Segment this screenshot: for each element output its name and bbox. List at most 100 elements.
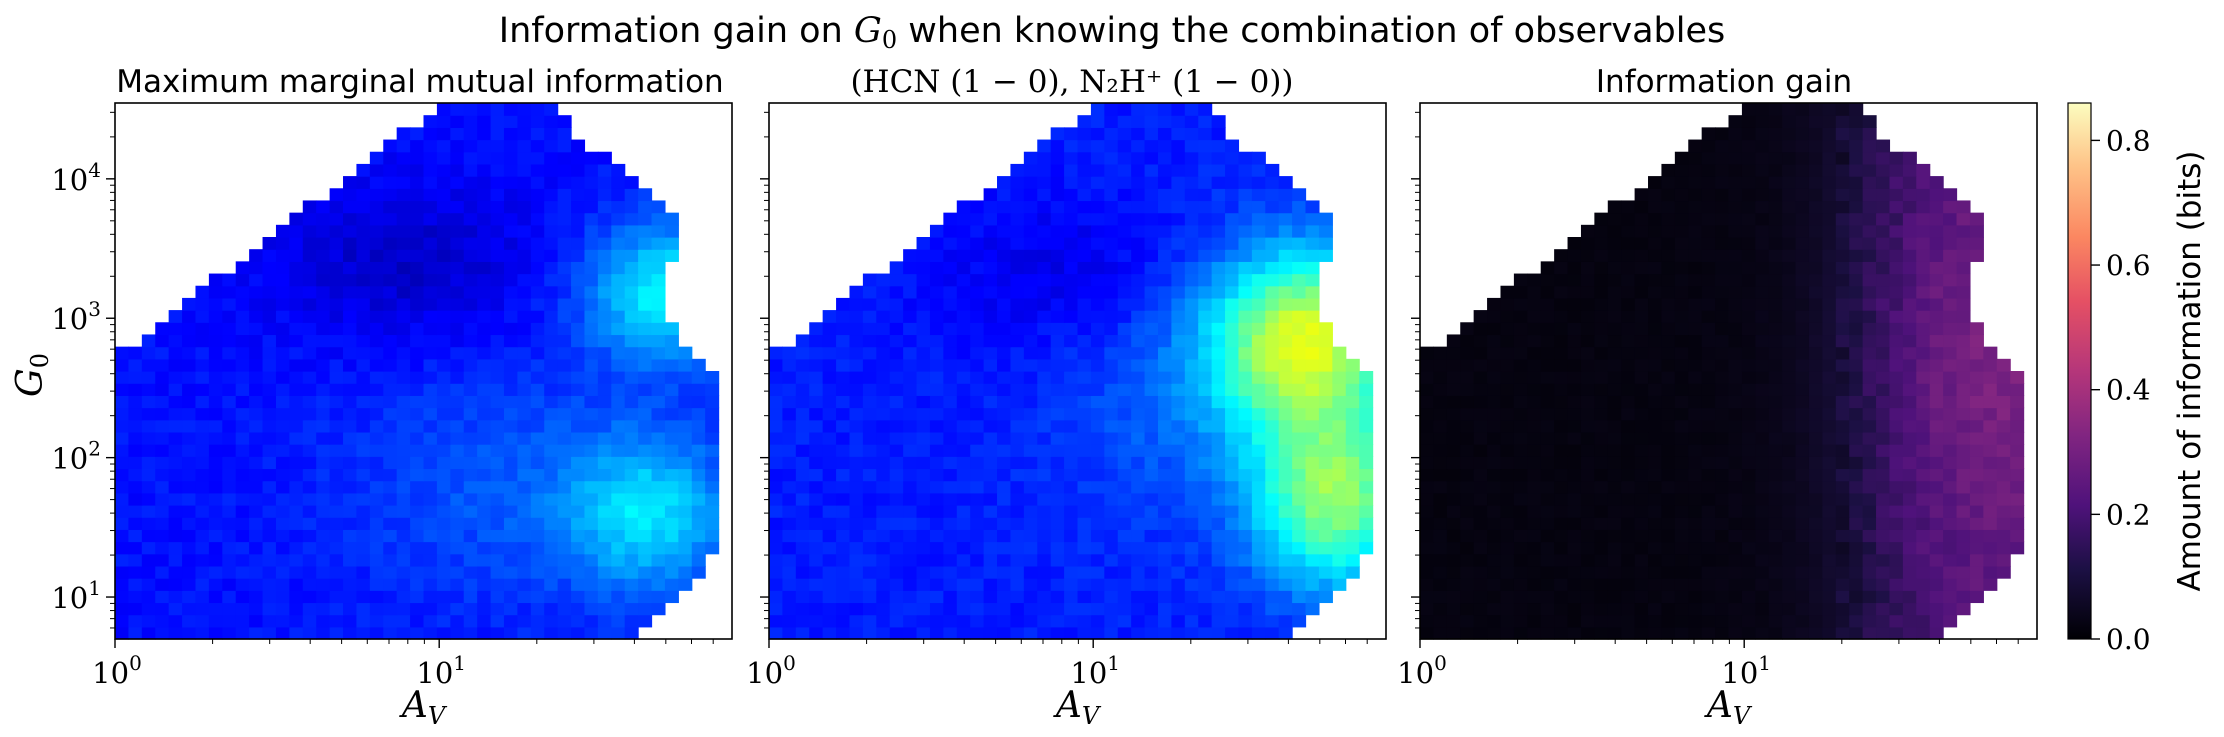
heatmap-cell [1768, 565, 1783, 579]
heatmap-cell [1768, 602, 1783, 616]
heatmap-cell [1117, 115, 1132, 128]
heatmap-cell [1487, 383, 1502, 396]
heatmap-cell [517, 456, 532, 470]
heatmap-cell [638, 529, 653, 543]
heatmap-cell [1902, 212, 1917, 226]
heatmap-cell [490, 431, 505, 445]
heatmap-cell [1996, 431, 2011, 445]
heatmap-cell [1822, 212, 1837, 226]
heatmap-cell [849, 322, 864, 336]
heatmap-cell [1420, 578, 1435, 591]
heatmap-cell [262, 334, 277, 348]
heatmap-cell [423, 346, 438, 360]
heatmap-cell [1305, 444, 1320, 457]
heatmap-cell [396, 346, 411, 360]
heatmap-cell [1876, 626, 1891, 640]
heatmap-cell [1876, 468, 1891, 482]
heatmap-cell [1345, 565, 1360, 579]
heatmap-cell [1835, 383, 1850, 396]
heatmap-cell [1420, 553, 1435, 567]
heatmap-cell [638, 212, 653, 226]
heatmap-cell [889, 383, 904, 396]
heatmap-cell [769, 626, 784, 640]
heatmap-cell [1318, 541, 1333, 555]
heatmap-cell [822, 456, 837, 470]
heatmap-cell [769, 505, 784, 518]
heatmap-cell [1144, 285, 1159, 299]
heatmap-cell [436, 407, 451, 421]
heatmap-cell [208, 419, 223, 433]
heatmap-cell [396, 139, 411, 153]
heatmap-cell [208, 480, 223, 494]
heatmap-cell [1876, 553, 1891, 567]
heatmap-cell [1527, 529, 1542, 543]
heatmap-cell [1292, 358, 1307, 372]
heatmap-cell [1198, 273, 1213, 287]
heatmap-cell [168, 334, 183, 348]
heatmap-cell [235, 285, 250, 299]
heatmap-cell [1010, 200, 1025, 214]
heatmap-cell [1292, 419, 1307, 433]
heatmap-cell [1607, 261, 1622, 275]
heatmap-cell [1487, 517, 1502, 530]
heatmap-cell [849, 297, 864, 311]
heatmap-cell [1023, 541, 1038, 555]
heatmap-cell [1621, 553, 1636, 567]
heatmap-cell [168, 541, 183, 555]
heatmap-cell [262, 492, 277, 506]
heatmap-cell [1969, 468, 1984, 482]
heatmap-cell [782, 383, 797, 396]
heatmap-cell [195, 297, 210, 311]
heatmap-cell [490, 127, 505, 141]
heatmap-cell [1104, 212, 1119, 226]
heatmap-cell [1278, 431, 1293, 445]
heatmap-cell [1064, 419, 1079, 433]
heatmap-cell [369, 151, 384, 165]
heatmap-cell [168, 614, 183, 628]
heatmap-cell [235, 529, 250, 543]
heatmap-cell [1144, 200, 1159, 214]
heatmap-cell [1648, 529, 1663, 543]
heatmap-cell [503, 176, 518, 189]
heatmap-cell [1674, 517, 1689, 530]
heatmap-cell [503, 456, 518, 470]
heatmap-cell [943, 553, 958, 567]
heatmap-cell [876, 505, 891, 518]
heatmap-cell [503, 407, 518, 421]
heatmap-cell [1513, 383, 1528, 396]
heatmap-cell [1050, 297, 1065, 311]
heatmap-cell [1292, 346, 1307, 360]
heatmap-cell [1157, 139, 1172, 153]
heatmap-cell [1674, 358, 1689, 372]
heatmap-cell [1621, 261, 1636, 275]
heatmap-cell [903, 261, 918, 275]
heatmap-cell [1104, 103, 1119, 116]
heatmap-cell [155, 517, 170, 530]
heatmap-cell [1184, 431, 1199, 445]
heatmap-cell [1460, 456, 1475, 470]
heatmap-cell [970, 626, 985, 640]
heatmap-cell [1594, 626, 1609, 640]
heatmap-cell [1862, 285, 1877, 299]
heatmap-cell [1902, 261, 1917, 275]
heatmap-cell [249, 590, 264, 604]
heatmap-cell [396, 407, 411, 421]
heatmap-cell [571, 176, 586, 189]
heatmap-cell [1144, 505, 1159, 518]
heatmap-cell [1500, 371, 1515, 384]
heatmap-cell [1741, 468, 1756, 482]
heatmap-cell [1090, 297, 1105, 311]
heatmap-cell [678, 553, 693, 567]
heatmap-cell [795, 419, 810, 433]
heatmap-cell [1527, 444, 1542, 457]
heatmap-cell [262, 419, 277, 433]
heatmap-cell [155, 334, 170, 348]
heatmap-cell [1661, 395, 1676, 409]
heatmap-cell [624, 358, 639, 372]
heatmap-cell [1359, 517, 1374, 530]
heatmap-cell [128, 407, 143, 421]
heatmap-cell [1090, 103, 1105, 116]
heatmap-cell [1077, 358, 1092, 372]
heatmap-cell [1023, 297, 1038, 311]
heatmap-cell [1594, 224, 1609, 238]
